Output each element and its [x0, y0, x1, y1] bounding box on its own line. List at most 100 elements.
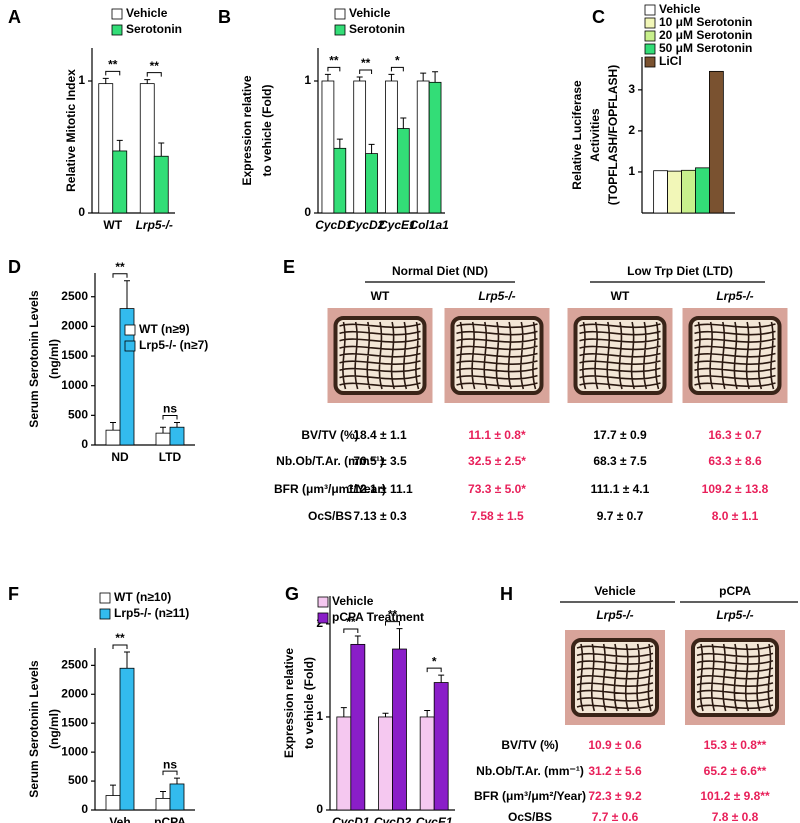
error-bar	[110, 421, 116, 431]
panel-label: C	[592, 7, 605, 27]
bar	[350, 643, 366, 811]
significance-bracket	[162, 414, 178, 420]
error-bar	[158, 142, 165, 157]
legend-label: LiCl	[659, 54, 682, 68]
bone-section-image	[682, 308, 788, 403]
error-bar	[124, 280, 130, 309]
legend-swatch	[99, 592, 111, 604]
x-tick-label: WT	[103, 218, 122, 232]
legend-label: WT (n≥9)	[139, 322, 190, 336]
bar	[695, 167, 710, 214]
bar	[416, 80, 430, 214]
bone-section-image	[565, 630, 665, 725]
bar	[98, 83, 114, 214]
y-tick-label: 500	[68, 773, 88, 787]
significance-bracket	[327, 66, 341, 72]
row-label: BV/TV (%)	[301, 428, 358, 442]
row-label: Nb.Ob/T.Ar. (mm⁻¹)	[476, 764, 584, 778]
cell-value: 72.3 ± 9.2	[588, 789, 642, 803]
legend-swatch	[644, 4, 656, 16]
bar	[353, 80, 367, 214]
bar	[378, 716, 393, 811]
cell-value: 65.2 ± 6.6**	[704, 764, 767, 778]
error-bar	[340, 707, 347, 717]
column-header: Lrp5-/-	[716, 289, 753, 303]
cell-value: 17.7 ± 0.9	[593, 428, 647, 442]
cell-value: 18.4 ± 1.1	[353, 428, 407, 442]
cell-value: 16.3 ± 0.7	[708, 428, 762, 442]
significance-bracket	[146, 72, 162, 77]
bar	[139, 83, 155, 214]
cell-value: 7.7 ± 0.6	[592, 810, 639, 823]
significance-bracket	[426, 667, 442, 673]
y-tick-label: 3	[628, 82, 635, 96]
trabecular-pattern	[579, 321, 661, 390]
bar	[321, 80, 335, 214]
panel-label: A	[8, 7, 21, 27]
panel-label: G	[285, 584, 299, 604]
legend-label: Vehicle	[126, 6, 168, 20]
x-tick-label: Lrp5-/-	[136, 218, 173, 232]
legend-swatch	[334, 24, 346, 36]
trabecular-pattern	[576, 643, 654, 712]
error-bar	[102, 77, 109, 84]
legend-label: Vehicle	[659, 2, 701, 16]
error-bar	[356, 76, 363, 81]
legend-label: Vehicle	[332, 594, 374, 608]
y-tick-label: 2000	[61, 686, 88, 700]
significance-label: **	[346, 615, 356, 629]
bar	[653, 170, 668, 214]
bone-section-image	[327, 308, 433, 403]
bar	[119, 667, 135, 811]
y-tick-label: 2	[628, 123, 635, 137]
significance-label: **	[361, 56, 371, 70]
y-axis-label: Serum Serotonin Levels	[27, 660, 41, 798]
error-bar	[324, 73, 331, 81]
panel-label: E	[283, 257, 295, 277]
significance-label: ns	[163, 757, 177, 771]
cell-value: 7.13 ± 0.3	[353, 509, 407, 523]
trabecular-pattern	[456, 321, 538, 390]
panel-label: F	[8, 584, 19, 604]
group-header: pCPA	[719, 584, 751, 598]
x-tick-label: CycD1	[332, 815, 370, 823]
significance-label: **	[115, 631, 125, 645]
error-bar	[174, 777, 180, 784]
y-tick-label: 0	[316, 802, 323, 816]
bar	[392, 648, 407, 811]
y-tick-label: 1	[304, 73, 311, 87]
bar	[385, 80, 398, 214]
legend-label: Vehicle	[349, 6, 391, 20]
error-bar	[396, 628, 403, 650]
cell-value: 7.8 ± 0.8	[712, 810, 759, 823]
legend-label: Serotonin	[126, 22, 182, 36]
legend-swatch	[317, 596, 329, 608]
error-bar	[124, 651, 130, 669]
legend-swatch	[124, 324, 136, 336]
y-axis-label: (ng/ml)	[47, 339, 61, 379]
panel-label: B	[218, 7, 231, 27]
y-axis-label: to vehicle (Fold)	[260, 84, 274, 176]
cell-value: 63.3 ± 8.6	[708, 454, 762, 468]
column-header: Lrp5-/-	[716, 608, 753, 622]
error-bar	[110, 784, 116, 796]
significance-bracket	[112, 644, 128, 650]
x-tick-label: LTD	[159, 450, 182, 464]
y-axis-label: Activities	[588, 108, 602, 162]
y-tick-label: 2000	[61, 319, 88, 333]
y-tick-label: 1	[78, 73, 85, 87]
x-tick-label: Col1a1	[409, 218, 449, 232]
x-tick-label: Veh	[109, 815, 130, 823]
legend-label: 50 μM Serotonin	[659, 41, 752, 55]
error-bar	[424, 709, 431, 717]
bar	[169, 426, 185, 446]
bar	[681, 169, 696, 214]
cell-value: 7.58 ± 1.5	[470, 509, 524, 523]
significance-label: *	[432, 654, 437, 668]
group-header: Vehicle	[594, 584, 636, 598]
bone-section-image	[444, 308, 550, 403]
y-axis-label: Expression relative	[240, 75, 254, 185]
cell-value: 73.3 ± 5.0*	[468, 482, 526, 496]
bar	[153, 155, 169, 214]
cell-value: 8.0 ± 1.1	[712, 509, 759, 523]
